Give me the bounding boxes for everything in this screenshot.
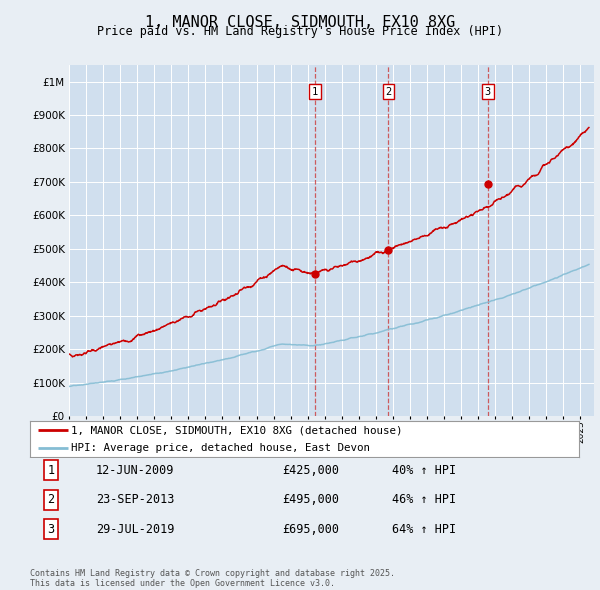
Text: 1: 1 — [47, 464, 55, 477]
Text: 1: 1 — [312, 87, 318, 97]
Text: £495,000: £495,000 — [283, 493, 340, 506]
Text: 2: 2 — [385, 87, 391, 97]
Text: 40% ↑ HPI: 40% ↑ HPI — [392, 464, 457, 477]
Text: 1, MANOR CLOSE, SIDMOUTH, EX10 8XG: 1, MANOR CLOSE, SIDMOUTH, EX10 8XG — [145, 15, 455, 30]
Text: Price paid vs. HM Land Registry's House Price Index (HPI): Price paid vs. HM Land Registry's House … — [97, 25, 503, 38]
Text: 46% ↑ HPI: 46% ↑ HPI — [392, 493, 457, 506]
Text: HPI: Average price, detached house, East Devon: HPI: Average price, detached house, East… — [71, 444, 370, 454]
Text: £695,000: £695,000 — [283, 523, 340, 536]
Text: 23-SEP-2013: 23-SEP-2013 — [96, 493, 174, 506]
Text: Contains HM Land Registry data © Crown copyright and database right 2025.
This d: Contains HM Land Registry data © Crown c… — [30, 569, 395, 588]
Text: 2: 2 — [47, 493, 55, 506]
Text: 64% ↑ HPI: 64% ↑ HPI — [392, 523, 457, 536]
Text: 1, MANOR CLOSE, SIDMOUTH, EX10 8XG (detached house): 1, MANOR CLOSE, SIDMOUTH, EX10 8XG (deta… — [71, 425, 403, 435]
Text: 3: 3 — [47, 523, 55, 536]
Text: £425,000: £425,000 — [283, 464, 340, 477]
Text: 3: 3 — [485, 87, 491, 97]
Text: 29-JUL-2019: 29-JUL-2019 — [96, 523, 174, 536]
Text: 12-JUN-2009: 12-JUN-2009 — [96, 464, 174, 477]
